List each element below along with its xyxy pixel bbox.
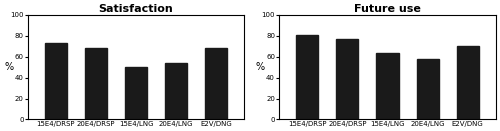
Bar: [85, 48, 107, 119]
Title: Satisfaction: Satisfaction: [98, 4, 174, 14]
Bar: [336, 39, 358, 119]
Y-axis label: %: %: [256, 62, 264, 72]
Bar: [165, 63, 188, 119]
Bar: [416, 59, 438, 119]
Bar: [456, 46, 479, 119]
Bar: [125, 67, 147, 119]
Bar: [45, 43, 67, 119]
Title: Future use: Future use: [354, 4, 421, 14]
Y-axis label: %: %: [4, 62, 14, 72]
Bar: [296, 35, 318, 119]
Bar: [206, 48, 228, 119]
Bar: [376, 53, 398, 119]
